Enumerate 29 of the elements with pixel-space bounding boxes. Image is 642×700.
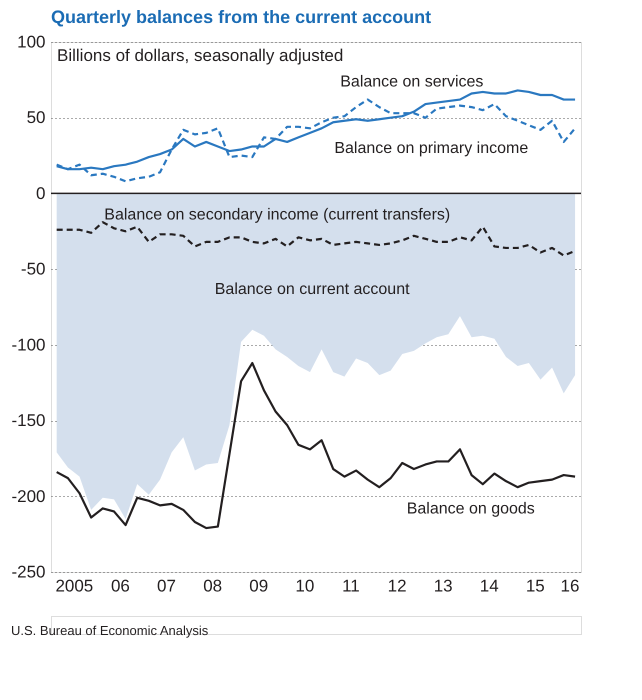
x-tick-label: 06: [110, 576, 130, 596]
y-tick-label: 100: [17, 32, 46, 52]
line-series: [56, 362, 576, 530]
x-tick-label: 13: [434, 576, 453, 596]
series-label: Balance on goods: [406, 500, 535, 518]
y-tick-label: -150: [11, 411, 46, 430]
x-tick-label: 12: [388, 576, 407, 596]
series-label: Balance on primary income: [334, 140, 528, 157]
y-tick-label: -250: [11, 562, 46, 582]
x-tick-label: 15: [526, 576, 545, 596]
x-tick-label: 07: [157, 576, 176, 596]
x-tick-label: 08: [203, 576, 222, 596]
y-tick-label: -50: [20, 260, 46, 279]
y-tick-label: 50: [26, 108, 46, 128]
text: U.S. Bureau of Economic Analysis: [11, 623, 209, 638]
y-tick-label: -200: [11, 486, 46, 506]
x-tick-label: 10: [295, 576, 314, 596]
x-tick-label: 09: [249, 576, 268, 596]
y-tick-label: 0: [36, 184, 46, 203]
chart-title: Quarterly balances from the current account: [51, 7, 432, 27]
series-label: Balance on services: [340, 73, 484, 90]
series-label: Balance on secondary income (current transfers): [104, 206, 450, 224]
y-tick-label: -100: [11, 335, 46, 354]
x-tick-label: 14: [480, 576, 499, 596]
x-tick-label: 16: [560, 576, 580, 596]
x-tick-label: 11: [342, 576, 360, 596]
chart-subtitle: Billions of dollars, seasonally adjusted: [57, 46, 344, 65]
x-tick-label: 2005: [55, 576, 94, 596]
series-label: Balance on current account: [214, 280, 410, 298]
